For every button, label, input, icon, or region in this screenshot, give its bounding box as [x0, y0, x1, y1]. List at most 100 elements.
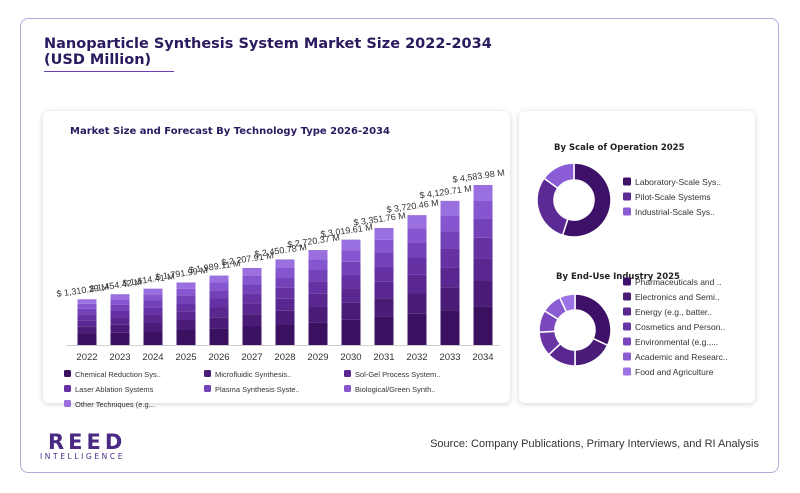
x-tick-label: 2029: [307, 352, 328, 363]
pie-legend-item: Cosmetics and Person..: [635, 322, 725, 332]
bar-segment: [176, 329, 196, 345]
bar-segment: [341, 288, 361, 303]
pie-slice: [543, 162, 575, 190]
bar-segment: [374, 266, 394, 282]
bar-segment: [209, 275, 229, 283]
source-note: Source: Company Publications, Primary In…: [430, 438, 759, 450]
bar-segment: [407, 215, 427, 229]
x-tick-label: 2033: [439, 352, 460, 363]
bar-segment: [275, 324, 295, 345]
page-title: Nanoparticle Synthesis System Market Siz…: [44, 36, 492, 68]
bar-segment: [110, 317, 130, 325]
pie-legend-item: Academic and Researc..: [635, 352, 728, 362]
pie-legend-item: Electronics and Semi..: [635, 292, 720, 302]
x-tick-label: 2027: [241, 352, 262, 363]
bar-segment: [176, 282, 196, 289]
bar-segment: [110, 294, 130, 300]
bar-segment: [440, 215, 460, 232]
reed-logo: REED: [48, 430, 127, 454]
legend-swatch: [64, 370, 71, 377]
bar-segment: [341, 302, 361, 320]
bar-segment: [374, 281, 394, 299]
bar-segment: [143, 294, 163, 301]
bar-segment: [308, 322, 328, 345]
x-tick-label: 2025: [175, 352, 196, 363]
bar-segment: [308, 281, 328, 294]
bar-segment: [341, 239, 361, 251]
bar-segment: [407, 257, 427, 275]
bar-segment: [440, 267, 460, 288]
bar-segment: [341, 319, 361, 345]
x-tick-label: 2034: [472, 352, 493, 363]
pie-slice: [574, 337, 609, 367]
legend-swatch: [344, 385, 351, 392]
legend-item: Other Techniques (e.g...: [75, 400, 155, 409]
pie-industry-title: By End-Use Industry 2025: [556, 272, 680, 282]
bar-segment: [275, 277, 295, 288]
bar-segment: [473, 185, 493, 201]
bar-segment: [473, 281, 493, 307]
pie-slice: [536, 177, 569, 237]
legend-item: Biological/Green Synth..: [355, 385, 435, 394]
bar-segment: [275, 287, 295, 299]
pie-legend-swatch: [623, 192, 631, 201]
bar-segment: [308, 293, 328, 308]
bar-segment: [473, 258, 493, 281]
bar-segment: [143, 314, 163, 323]
bar-segment: [77, 334, 97, 345]
bar-segment: [143, 307, 163, 315]
pie-legend-swatch: [623, 307, 631, 316]
pie-legend-swatch: [623, 367, 631, 376]
bar-segment: [209, 290, 229, 299]
bar-segment: [242, 267, 262, 276]
bar-segment: [110, 324, 130, 333]
bar-segment: [440, 231, 460, 249]
bar-segment: [440, 287, 460, 311]
pie-slice: [574, 293, 612, 347]
pie-legend-swatch: [623, 277, 631, 286]
pie-legend-item: Food and Agriculture: [635, 367, 714, 377]
pie-slice: [558, 293, 576, 313]
pie-legend-swatch: [623, 322, 631, 331]
pie-legend-swatch: [623, 352, 631, 361]
bar-segment: [77, 320, 97, 327]
legend-swatch: [344, 370, 351, 377]
bar-data-label: $ 4,583.98 M: [452, 167, 505, 184]
bar-segment: [341, 250, 361, 262]
pie-scale-title: By Scale of Operation 2025: [554, 143, 685, 153]
bar-segment: [242, 303, 262, 315]
bar-segment: [374, 239, 394, 253]
bar-segment: [176, 311, 196, 320]
bar-segment: [110, 310, 130, 318]
bar-segment: [308, 250, 328, 260]
pie-legend-item: Industrial-Scale Sys..: [635, 207, 715, 217]
bar-segment: [308, 269, 328, 282]
bar-segment: [143, 331, 163, 345]
bar-segment: [341, 261, 361, 275]
pie-slice: [561, 162, 612, 238]
legend-swatch: [64, 400, 71, 407]
bar-segment: [407, 274, 427, 294]
bar-segment: [275, 298, 295, 311]
bar-segment: [110, 332, 130, 345]
legend-item: Microfluidic Synthesis..: [215, 370, 291, 379]
x-tick-label: 2031: [373, 352, 394, 363]
bar-segment: [440, 248, 460, 268]
bar-segment: [275, 310, 295, 325]
bar-chart-title: Market Size and Forecast By Technology T…: [70, 126, 390, 137]
pie-legend-item: Laboratory-Scale Sys..: [635, 177, 721, 187]
pie-legend-swatch: [623, 337, 631, 346]
bar-segment: [143, 288, 163, 295]
bar-segment: [242, 275, 262, 285]
legend-item: Laser Ablation Systems: [75, 385, 154, 394]
bar-segment: [407, 228, 427, 243]
bar-data-label: $ 3,720.46 M: [386, 198, 439, 215]
pie-legend-item: Pilot-Scale Systems: [635, 192, 711, 202]
legend-swatch: [204, 370, 211, 377]
bar-segment: [407, 242, 427, 258]
bar-segment: [242, 314, 262, 327]
bar-segment: [440, 200, 460, 216]
bar-segment: [77, 326, 97, 335]
bar-segment: [308, 307, 328, 323]
